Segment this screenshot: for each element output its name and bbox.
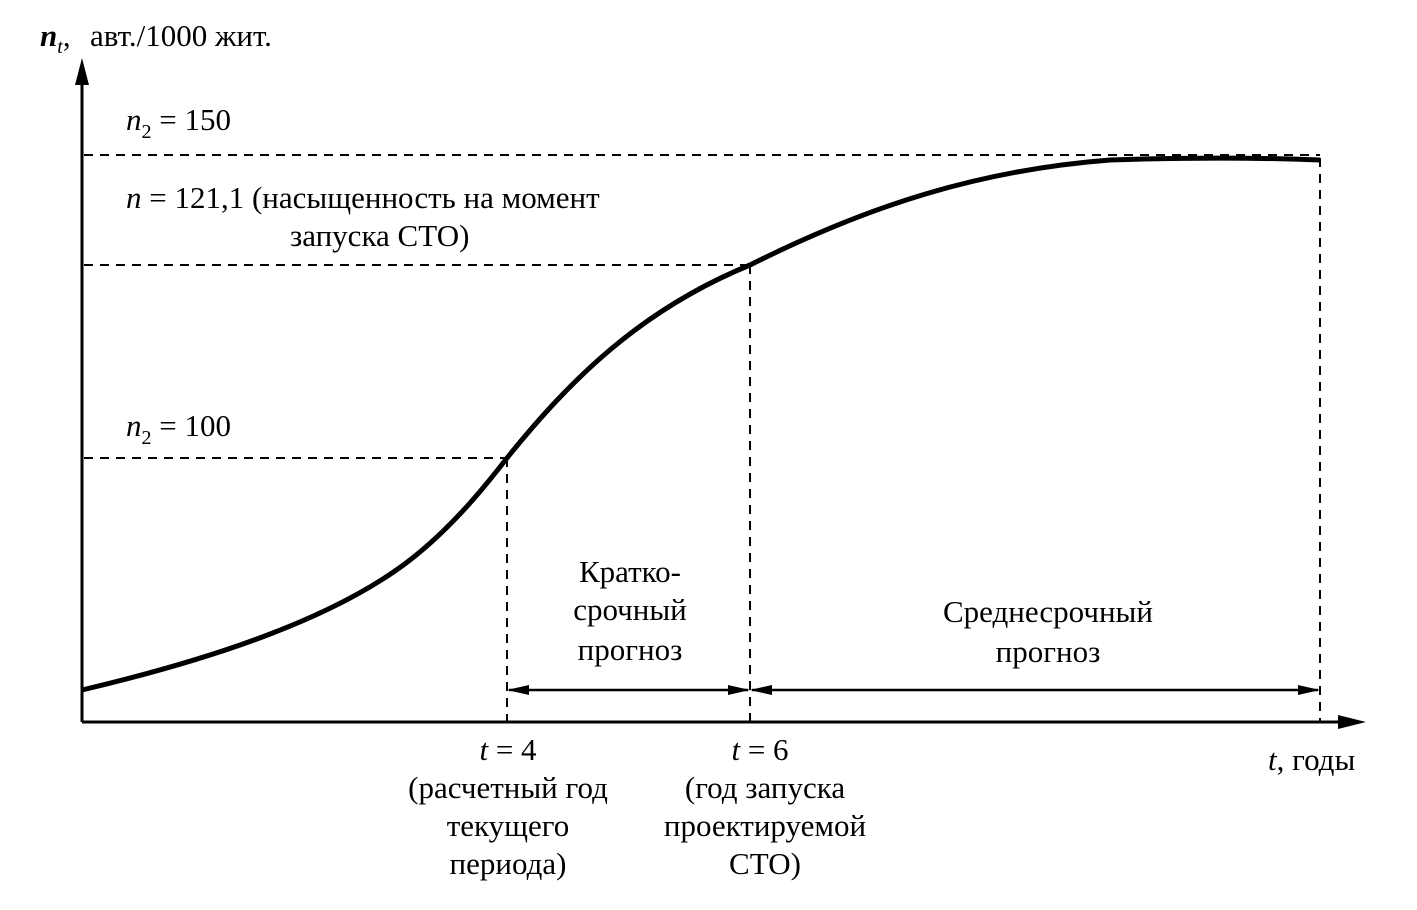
- medium-term-label: Среднесрочный прогноз: [943, 594, 1153, 669]
- x-axis-title: t, годы: [1268, 742, 1355, 777]
- t4-line4: периода): [450, 846, 567, 881]
- label-n2-150: n2 = 150: [126, 102, 231, 143]
- t6-line2: (год запуска: [685, 770, 845, 805]
- t6-line4: СТО): [729, 846, 801, 881]
- y-axis-unit: авт./1000 жит.: [90, 18, 272, 53]
- medium-term-line2: прогноз: [996, 634, 1101, 669]
- t4-label: t = 4 (расчетный год текущего периода): [408, 732, 608, 881]
- saturation-curve: [81, 155, 1321, 693]
- medium-term-line1: Среднесрочный: [943, 594, 1153, 629]
- short-term-line2: срочный: [573, 592, 687, 627]
- short-term-line1: Кратко-: [579, 554, 681, 589]
- y-axis-arrowhead: [75, 58, 89, 85]
- t6-value: t = 6: [731, 732, 788, 767]
- label-n2-100: n2 = 100: [126, 408, 231, 449]
- t4-line2: (расчетный год: [408, 770, 608, 805]
- reference-lines: [84, 154, 1321, 722]
- x-axis-arrowhead: [1338, 715, 1366, 729]
- t4-line3: текущего: [447, 808, 570, 843]
- label-n-121-line2: запуска СТО): [290, 218, 469, 253]
- short-term-line3: прогноз: [578, 632, 683, 667]
- y-axis-title: nt,: [40, 18, 71, 58]
- label-n-121-line1: n = 121,1 (насыщенность на момент: [126, 180, 600, 215]
- short-term-label: Кратко- срочный прогноз: [573, 554, 687, 667]
- t6-line3: проектируемой: [664, 808, 866, 843]
- t6-label: t = 6 (год запуска проектируемой СТО): [664, 732, 866, 881]
- t4-value: t = 4: [479, 732, 537, 767]
